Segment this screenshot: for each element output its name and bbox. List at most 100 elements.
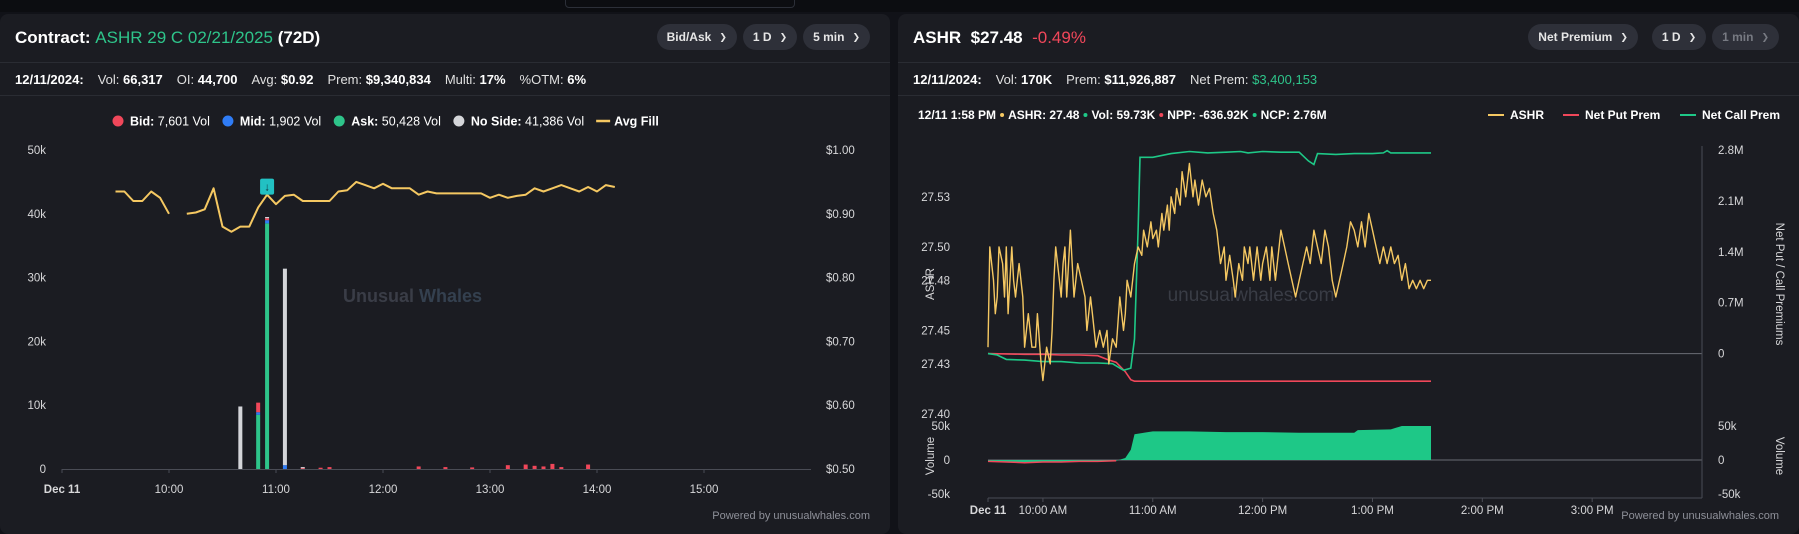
net-premium-select-label: Net Premium — [1538, 30, 1613, 44]
bar-mid — [256, 412, 261, 415]
stat-date: 12/11/2024: — [15, 71, 84, 87]
readout-item: ASHR: 27.48 — [1008, 108, 1080, 122]
contract-panel: Contract: ASHR 29 C 02/21/2025 (72D) Bid… — [0, 14, 890, 534]
readout-item: NPP: -636.92K — [1167, 108, 1249, 122]
readout-dot — [1252, 113, 1257, 117]
y-right-tick-label: 0.7M — [1718, 298, 1744, 310]
legend-swatch — [222, 115, 234, 127]
bar-bid — [300, 467, 305, 469]
legend-swatch — [112, 115, 124, 127]
bar-noside — [265, 216, 270, 219]
readout-dot — [1159, 113, 1164, 117]
contract-title: Contract: ASHR 29 C 02/21/2025 (72D) — [15, 28, 320, 48]
x-tick-label: 13:00 — [476, 484, 505, 496]
legend-item: Bid: 7,601 Vol — [130, 115, 210, 129]
volume-negative-line — [987, 459, 1117, 464]
ticker-price: $27.48 — [970, 28, 1023, 47]
bar-bid — [523, 464, 528, 469]
bid-ask-select-label: Bid/Ask — [666, 30, 712, 44]
y-left-tick-label: 50k — [27, 145, 46, 157]
y-right-tick-label: 2.1M — [1718, 196, 1744, 208]
bid-ask-chart[interactable]: Bid: 7,601 Vol Mid: 1,902 Vol Ask: 50,428 … — [0, 14, 890, 534]
bar-bid — [265, 218, 270, 221]
ashr-price-line — [987, 162, 1431, 382]
legend-swatch — [453, 115, 465, 127]
stat-oi: OI: 44,700 — [176, 71, 238, 87]
x-tick-label: 15:00 — [690, 484, 719, 496]
y-right-tick-label: $0.80 — [826, 273, 855, 285]
stat-prem: Prem: $11,926,887 — [1066, 71, 1176, 87]
premium-controls: Net Premium ❯ 1 D ❯ 1 min ❯ — [1528, 24, 1779, 50]
flag-marker — [260, 178, 275, 195]
bid-ask-select[interactable]: Bid/Ask ❯ — [656, 24, 737, 50]
bar-noside — [300, 467, 305, 469]
powered-by[interactable]: Powered by unusualwhales.com — [1621, 510, 1779, 522]
bar-bid — [505, 465, 510, 469]
chevron-down-icon: ❯ — [852, 31, 860, 42]
x-tick-label: 10:00 — [155, 484, 184, 496]
y-right-tick-label: $0.60 — [826, 400, 855, 412]
chevron-down-icon: ❯ — [1688, 31, 1697, 42]
contract-title-prefix: Contract: — [15, 28, 91, 47]
bar-bid — [256, 402, 261, 413]
legend-item: No Side: 41,386 Vol — [471, 115, 584, 129]
legend-item: Net Call Prem — [1702, 108, 1780, 122]
y-right-tick-label: 1.4M — [1718, 247, 1744, 259]
volume-axis-title: Volume — [925, 437, 937, 475]
interval-select[interactable]: 1 min ❯ — [1712, 24, 1779, 50]
readout-dot — [1083, 113, 1088, 117]
readout-item: NCP: 2.76M — [1261, 108, 1327, 122]
y-left-tick-label: 27.43 — [921, 359, 950, 371]
y-right-tick-label: $0.50 — [826, 464, 855, 476]
browser-tab[interactable] — [565, 0, 795, 8]
volume-tick-label: 0 — [1718, 455, 1724, 467]
chevron-down-icon: ❯ — [1761, 31, 1769, 42]
stat-prem: Prem: $9,340,834 — [327, 71, 431, 87]
ticker-symbol: ASHR — [913, 28, 962, 47]
range-select-label: 1 D — [1661, 30, 1681, 44]
readout-dot — [1000, 113, 1005, 117]
y-left-tick-label: 0 — [40, 464, 46, 476]
y-left-tick-label: 27.50 — [921, 242, 950, 254]
x-tick-label: 11:00 AM — [1129, 505, 1177, 517]
legend-item: Ask: 50,428 Vol — [351, 115, 441, 129]
volume-tick-label: -50k — [928, 489, 951, 501]
y-left-tick-label: 27.48 — [921, 275, 950, 287]
powered-by[interactable]: Powered by unusualwhales.com — [712, 510, 870, 522]
bar-bid — [318, 467, 323, 469]
range-select-label: 1 D — [752, 30, 772, 44]
x-tick-label: 12:00 PM — [1238, 505, 1287, 517]
stat-otm: %OTM: 6% — [519, 71, 587, 87]
avg-fill-line — [115, 180, 616, 233]
legend-item: Net Put Prem — [1585, 108, 1660, 122]
volume-tick-label: 50k — [1718, 421, 1737, 433]
contract-header: Contract: ASHR 29 C 02/21/2025 (72D) Bid… — [0, 14, 890, 62]
contract-name[interactable]: ASHR 29 C 02/21/2025 — [95, 28, 273, 47]
stat-vol: Vol: 170K — [995, 71, 1053, 87]
y-right-tick-label: $0.70 — [826, 336, 855, 348]
bar-bid — [541, 466, 546, 469]
chevron-down-icon: ❯ — [1620, 31, 1628, 42]
ticker-header: ASHR $27.48 -0.49% Net Premium ❯ 1 D ❯ 1 m… — [898, 14, 1799, 62]
range-select[interactable]: 1 D ❯ — [742, 24, 798, 50]
legend-item: Avg Fill — [614, 115, 659, 129]
contract-days: (72D) — [277, 28, 321, 47]
ticker-title: ASHR $27.48 -0.49% — [913, 28, 1086, 48]
y-right-axis-title: Net Put / Call Premiums — [1773, 223, 1785, 346]
net-premium-select[interactable]: Net Premium ❯ — [1528, 24, 1638, 50]
volume-tick-label: 0 — [944, 455, 950, 467]
bar-bid — [443, 467, 448, 469]
y-left-axis-title: ASHR — [925, 268, 937, 300]
y-left-tick-label: 10k — [27, 400, 46, 412]
interval-select-label: 1 min — [1722, 30, 1754, 44]
stat-vol: Vol: 66,317 — [97, 71, 163, 87]
y-right-tick-label: 0 — [1718, 349, 1724, 361]
y-right-tick-label: 2.8M — [1718, 145, 1744, 157]
net-premium-chart[interactable]: 12/11 1:58 PM ASHR: 27.48 Vol: 59.73K NPP: … — [898, 14, 1799, 534]
y-left-tick-label: 27.45 — [921, 325, 950, 337]
interval-select[interactable]: 5 min ❯ — [803, 24, 870, 50]
flag-marker-label: ↓ — [264, 182, 270, 194]
bar-noside — [282, 268, 287, 466]
range-select[interactable]: 1 D ❯ — [1651, 24, 1707, 50]
stat-date: 12/11/2024: — [913, 71, 982, 87]
